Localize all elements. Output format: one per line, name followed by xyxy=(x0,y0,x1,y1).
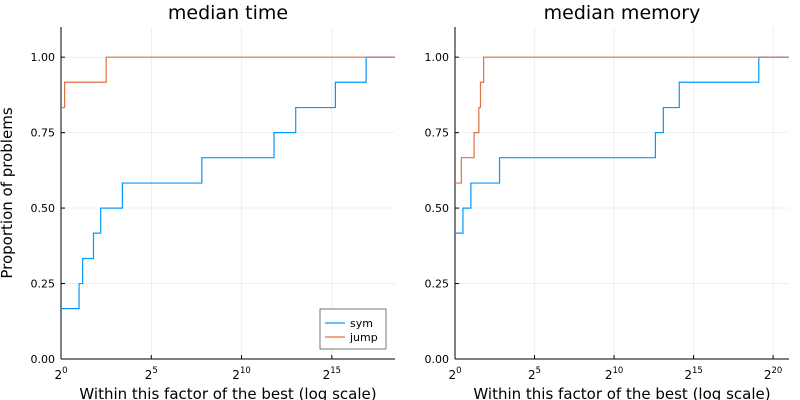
y-tick-label: 0.50 xyxy=(31,202,56,215)
x-tick-label: 215 xyxy=(684,366,702,382)
y-tick-label: 1.00 xyxy=(31,51,56,64)
legend-label-sym: sym xyxy=(350,317,373,330)
x-tick-label: 215 xyxy=(323,366,341,382)
y-tick-label: 0.75 xyxy=(31,127,56,140)
y-tick-label: 1.00 xyxy=(425,51,450,64)
x-tick-label: 20 xyxy=(54,366,67,382)
y-tick-label: 0.75 xyxy=(425,127,450,140)
chart-title: median memory xyxy=(544,2,701,24)
series-line-jump xyxy=(455,56,789,184)
x-axis-label: Within this factor of the best (log scal… xyxy=(473,385,770,400)
y-tick-label: 0.50 xyxy=(425,202,450,215)
x-tick-label: 20 xyxy=(448,366,461,382)
y-tick-label: 0.00 xyxy=(31,353,56,366)
chart-panel-0: 0.00 0.25 0.50 0.75 1.00 20 25 210 215 median tim… xyxy=(0,2,395,400)
x-tick-label: 25 xyxy=(528,366,541,382)
legend-label-jump: jump xyxy=(349,331,378,344)
x-tick-label: 210 xyxy=(605,366,623,382)
y-tick-label: 0.25 xyxy=(425,278,450,291)
series-line-sym xyxy=(455,56,789,234)
chart-panel-1: 0.00 0.25 0.50 0.75 1.00 20 25 210 215 220 median … xyxy=(425,2,789,400)
series-line-jump xyxy=(61,56,395,109)
series-line-sym xyxy=(61,56,395,310)
chart-title: median time xyxy=(168,2,288,24)
x-tick-label: 220 xyxy=(764,366,782,382)
x-axis-label: Within this factor of the best (log scal… xyxy=(79,385,376,400)
y-tick-label: 0.25 xyxy=(31,278,56,291)
x-tick-label: 210 xyxy=(232,366,250,382)
y-axis-label: Proportion of problems xyxy=(0,107,16,278)
x-tick-label: 25 xyxy=(145,366,158,382)
y-tick-label: 0.00 xyxy=(425,353,450,366)
